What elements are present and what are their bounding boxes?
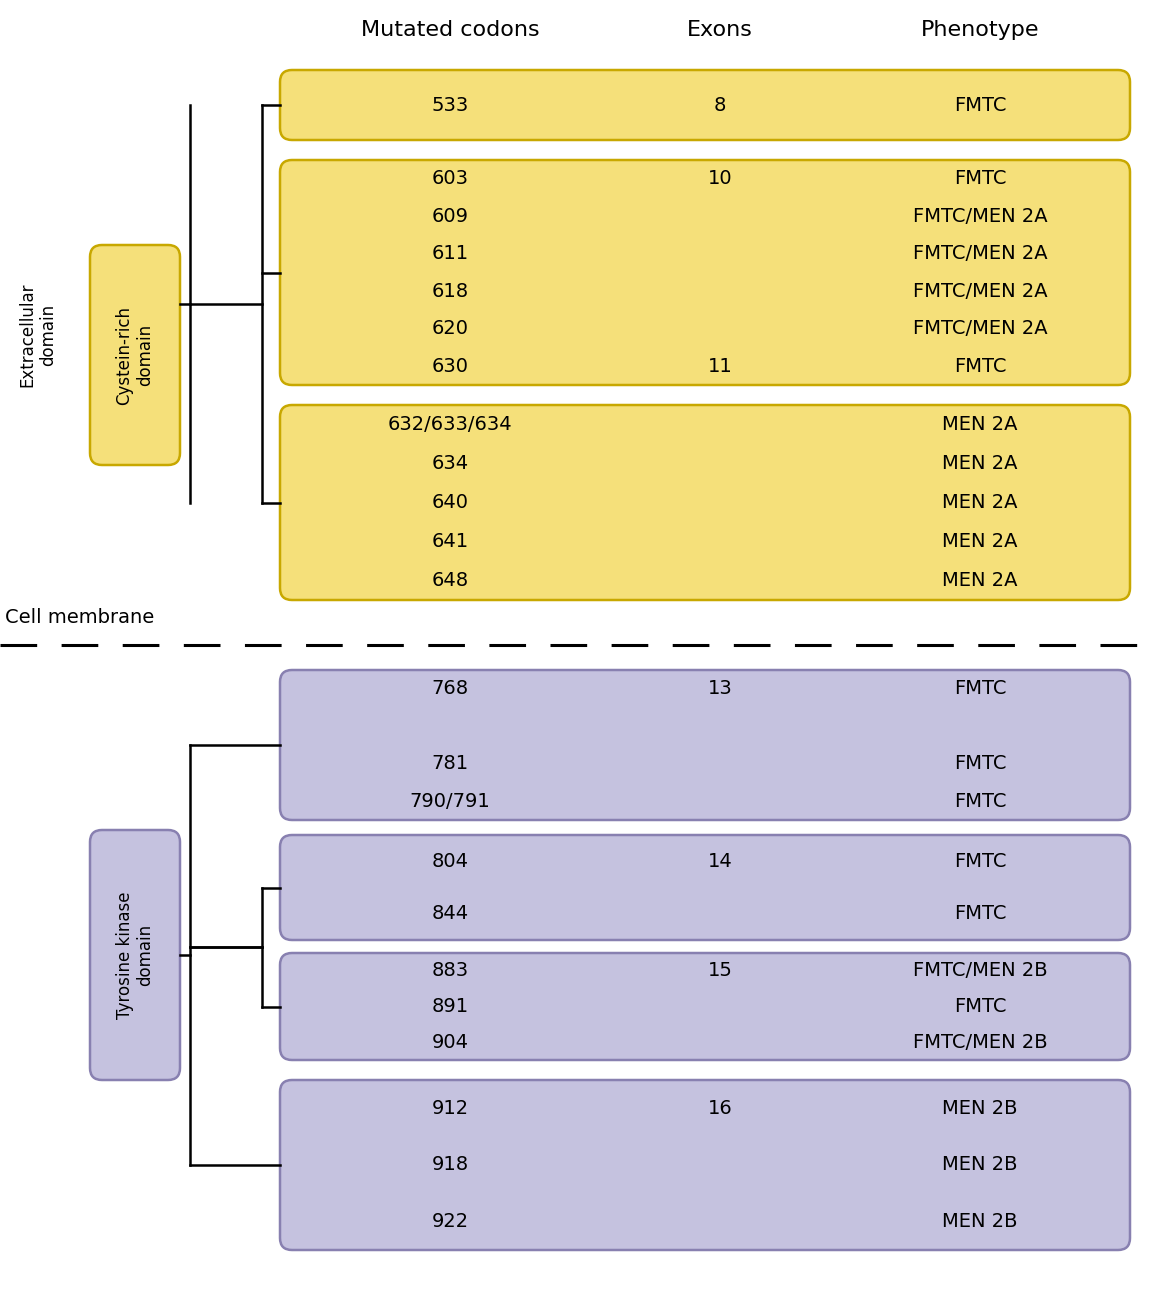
Text: 883: 883 bbox=[432, 962, 469, 980]
Text: FMTC: FMTC bbox=[954, 95, 1006, 115]
Text: FMTC: FMTC bbox=[954, 754, 1006, 774]
Text: 781: 781 bbox=[432, 754, 469, 774]
Text: 16: 16 bbox=[708, 1099, 732, 1118]
Text: FMTC: FMTC bbox=[954, 356, 1006, 376]
FancyBboxPatch shape bbox=[280, 953, 1130, 1060]
Text: 768: 768 bbox=[432, 679, 469, 698]
Text: 918: 918 bbox=[432, 1155, 469, 1174]
Text: MEN 2B: MEN 2B bbox=[942, 1212, 1018, 1231]
Text: 634: 634 bbox=[432, 454, 469, 472]
Text: FMTC/MEN 2A: FMTC/MEN 2A bbox=[912, 244, 1048, 264]
Text: 620: 620 bbox=[432, 320, 469, 338]
Text: FMTC: FMTC bbox=[954, 170, 1006, 188]
Text: 640: 640 bbox=[432, 493, 469, 512]
Text: Cell membrane: Cell membrane bbox=[5, 608, 155, 626]
Text: FMTC/MEN 2A: FMTC/MEN 2A bbox=[912, 282, 1048, 300]
FancyBboxPatch shape bbox=[280, 70, 1130, 140]
FancyBboxPatch shape bbox=[280, 669, 1130, 820]
Text: 790/791: 790/791 bbox=[410, 792, 491, 810]
FancyBboxPatch shape bbox=[280, 1081, 1130, 1250]
Text: 8: 8 bbox=[714, 95, 726, 115]
Text: 804: 804 bbox=[432, 852, 469, 870]
Text: 648: 648 bbox=[432, 572, 469, 590]
Text: Tyrosine kinase
domain: Tyrosine kinase domain bbox=[116, 891, 155, 1019]
Text: 904: 904 bbox=[432, 1032, 469, 1052]
Text: FMTC: FMTC bbox=[954, 997, 1006, 1017]
Text: 922: 922 bbox=[432, 1212, 469, 1231]
Text: Exons: Exons bbox=[687, 20, 753, 40]
Text: Extracellular
domain: Extracellular domain bbox=[18, 283, 58, 388]
Text: MEN 2B: MEN 2B bbox=[942, 1099, 1018, 1118]
FancyBboxPatch shape bbox=[280, 405, 1130, 600]
Text: 603: 603 bbox=[432, 170, 469, 188]
Text: MEN 2A: MEN 2A bbox=[942, 493, 1018, 512]
Text: FMTC/MEN 2B: FMTC/MEN 2B bbox=[912, 1032, 1048, 1052]
Text: 10: 10 bbox=[708, 170, 732, 188]
Text: MEN 2B: MEN 2B bbox=[942, 1155, 1018, 1174]
Text: 632/633/634: 632/633/634 bbox=[388, 415, 513, 435]
FancyBboxPatch shape bbox=[90, 830, 180, 1081]
FancyBboxPatch shape bbox=[90, 245, 180, 465]
Text: Cystein-rich
domain: Cystein-rich domain bbox=[116, 305, 155, 405]
Text: MEN 2A: MEN 2A bbox=[942, 415, 1018, 435]
Text: 891: 891 bbox=[432, 997, 469, 1017]
Text: Mutated codons: Mutated codons bbox=[360, 20, 539, 40]
Text: 630: 630 bbox=[432, 356, 469, 376]
Text: 533: 533 bbox=[431, 95, 469, 115]
FancyBboxPatch shape bbox=[280, 835, 1130, 940]
Text: 844: 844 bbox=[432, 904, 469, 923]
Text: FMTC/MEN 2B: FMTC/MEN 2B bbox=[912, 962, 1048, 980]
Text: FMTC: FMTC bbox=[954, 792, 1006, 810]
Text: 912: 912 bbox=[432, 1099, 469, 1118]
Text: MEN 2A: MEN 2A bbox=[942, 454, 1018, 472]
Text: 611: 611 bbox=[432, 244, 469, 264]
Text: Phenotype: Phenotype bbox=[921, 20, 1040, 40]
Text: FMTC: FMTC bbox=[954, 904, 1006, 923]
FancyBboxPatch shape bbox=[280, 161, 1130, 385]
Text: 609: 609 bbox=[432, 206, 469, 226]
Text: MEN 2A: MEN 2A bbox=[942, 532, 1018, 551]
Text: MEN 2A: MEN 2A bbox=[942, 572, 1018, 590]
Text: FMTC/MEN 2A: FMTC/MEN 2A bbox=[912, 206, 1048, 226]
Text: 11: 11 bbox=[708, 356, 732, 376]
Text: FMTC: FMTC bbox=[954, 679, 1006, 698]
Text: 15: 15 bbox=[708, 962, 732, 980]
Text: FMTC: FMTC bbox=[954, 852, 1006, 870]
Text: 13: 13 bbox=[708, 679, 732, 698]
Text: 641: 641 bbox=[432, 532, 469, 551]
Text: 14: 14 bbox=[708, 852, 732, 870]
Text: 618: 618 bbox=[432, 282, 469, 300]
Text: FMTC/MEN 2A: FMTC/MEN 2A bbox=[912, 320, 1048, 338]
